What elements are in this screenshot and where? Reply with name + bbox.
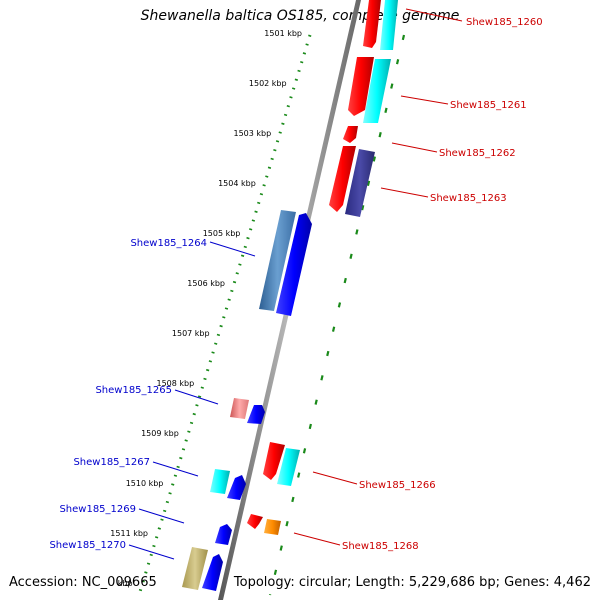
gene-1262-red bbox=[343, 126, 358, 143]
gene-label[interactable]: Shew185_1260 bbox=[466, 17, 543, 28]
tick-label: 1507 kbp bbox=[172, 329, 210, 338]
gene-1267-blue bbox=[227, 475, 246, 500]
left-tick-ring bbox=[137, 34, 312, 596]
gene-1261-red bbox=[348, 57, 374, 116]
gene-1265-pink bbox=[230, 398, 249, 419]
tick-label: 1504 kbp bbox=[218, 179, 256, 188]
map-title: Shewanella baltica OS185, complete genom… bbox=[140, 8, 460, 24]
gene-1269-blue bbox=[215, 524, 232, 545]
gene-1267-cyan bbox=[210, 469, 230, 494]
gene-1270-olive bbox=[182, 547, 208, 590]
gene-1263-navy bbox=[345, 149, 375, 217]
gene-1260-cyan bbox=[380, 0, 398, 50]
gene-label[interactable]: Shew185_1265 bbox=[95, 385, 172, 396]
gene-1264-steel bbox=[259, 210, 296, 311]
gene-1260-red bbox=[363, 0, 381, 48]
tick-label: 1508 kbp bbox=[156, 379, 194, 388]
tick-label: 1511 kbp bbox=[110, 529, 148, 538]
gene-1268-red bbox=[247, 514, 263, 529]
tick-label: 1502 kbp bbox=[249, 79, 287, 88]
gene-label[interactable]: Shew185_1270 bbox=[49, 540, 126, 551]
gene-label[interactable]: Shew185_1262 bbox=[439, 148, 516, 159]
gene-label[interactable]: Shew185_1268 bbox=[342, 541, 419, 552]
tick-label: 1503 kbp bbox=[233, 129, 271, 138]
gene-label[interactable]: Shew185_1267 bbox=[73, 457, 150, 468]
gene-features bbox=[182, 0, 398, 591]
tick-label: 1506 kbp bbox=[187, 279, 225, 288]
tick-label: 1501 kbp bbox=[264, 29, 302, 38]
tick-label: 1510 kbp bbox=[126, 479, 164, 488]
gene-1266-red bbox=[263, 442, 285, 480]
gene-labels: Shew185_1260 Shew185_1261 Shew185_1262 S… bbox=[49, 17, 542, 552]
right-tick-ring bbox=[268, 34, 406, 596]
gene-label[interactable]: Shew185_1263 bbox=[430, 193, 507, 204]
topology-text: Topology: circular; Length: 5,229,686 bp… bbox=[233, 575, 591, 590]
tick-label: 1505 kbp bbox=[203, 229, 241, 238]
gene-label[interactable]: Shew185_1269 bbox=[59, 504, 136, 515]
gene-label[interactable]: Shew185_1261 bbox=[450, 100, 527, 111]
gene-label[interactable]: Shew185_1266 bbox=[359, 480, 436, 491]
tick-labels: 1501 kbp 1502 kbp 1503 kbp 1504 kbp 1505 kbp… bbox=[110, 29, 302, 588]
gene-1263-red bbox=[329, 146, 356, 212]
gene-1266-cyan bbox=[277, 448, 300, 486]
gene-1270-blue bbox=[202, 554, 223, 591]
gene-1261-cyan bbox=[363, 59, 391, 123]
tick-label: 1509 kbp bbox=[141, 429, 179, 438]
gene-1265-blue bbox=[247, 405, 265, 424]
tick-label: kbp bbox=[118, 579, 133, 588]
gene-1268-orange bbox=[264, 519, 281, 535]
label-leaders bbox=[128, 8, 463, 560]
accession-text: Accession: NC_009665 bbox=[9, 575, 157, 590]
gene-1264-blue bbox=[276, 213, 312, 316]
gene-label[interactable]: Shew185_1264 bbox=[130, 238, 207, 249]
